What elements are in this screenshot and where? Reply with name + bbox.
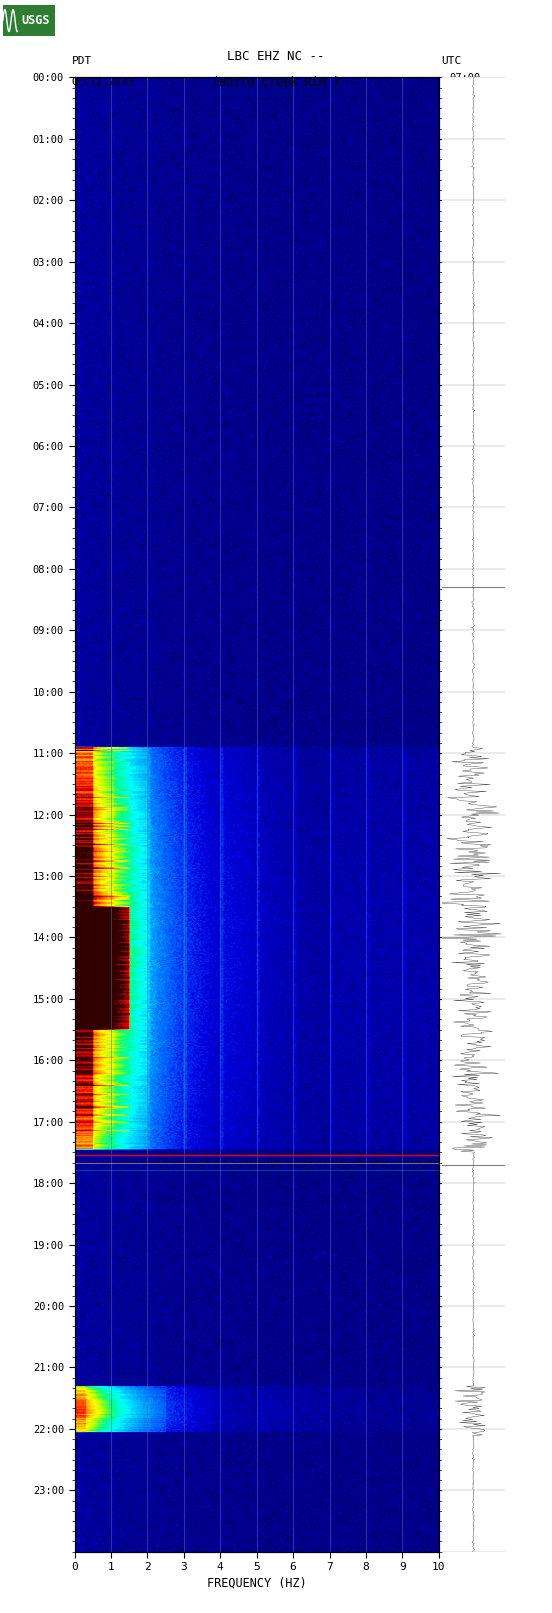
X-axis label: FREQUENCY (HZ): FREQUENCY (HZ) <box>207 1576 306 1589</box>
Text: LBC EHZ NC --: LBC EHZ NC -- <box>227 50 325 63</box>
Text: Oct11,2021: Oct11,2021 <box>72 77 134 87</box>
Text: USGS: USGS <box>21 15 50 27</box>
Text: UTC: UTC <box>442 56 462 66</box>
Text: (Butte Creek Rim ): (Butte Creek Rim ) <box>212 76 340 89</box>
Text: PDT: PDT <box>72 56 92 66</box>
